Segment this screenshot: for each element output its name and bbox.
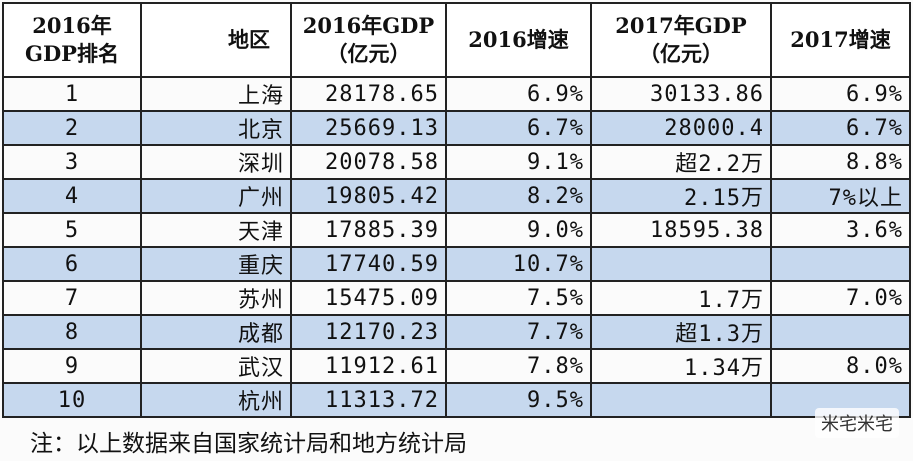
growth-2016-cell: 9.1% [445, 144, 592, 180]
gdp-2017-cell: 1.34万 [590, 348, 772, 384]
table-row: 7 苏州 15475.09 7.5% 1.7万 7.0% [2, 280, 911, 316]
growth-2017-cell [770, 314, 911, 350]
rank-cell: 4 [2, 178, 142, 214]
growth-2016-cell: 6.7% [445, 110, 592, 146]
region-cell: 苏州 [140, 280, 292, 316]
header-line: 2017增速 [790, 27, 891, 52]
growth-2017-cell: 7%以上 [770, 178, 911, 214]
table-row: 8 成都 12170.23 7.7% 超1.3万 [2, 314, 911, 350]
gdp-2017-cell: 超1.3万 [590, 314, 772, 350]
growth-2016-cell: 10.7% [445, 246, 592, 282]
column-header: 2016年GDP （亿元） [290, 2, 447, 78]
growth-2017-cell [770, 246, 911, 282]
header-line: （亿元） [639, 41, 723, 66]
region-cell: 北京 [140, 110, 292, 146]
region-cell: 天津 [140, 212, 292, 248]
region-cell: 深圳 [140, 144, 292, 180]
growth-2016-cell: 7.5% [445, 280, 592, 316]
footnote: 注：以上数据来自国家统计局和地方统计局 [30, 431, 467, 457]
growth-2017-cell: 8.8% [770, 144, 911, 180]
region-cell: 杭州 [140, 382, 292, 418]
gdp-2017-cell [590, 382, 772, 418]
gdp-2017-cell: 超2.2万 [590, 144, 772, 180]
gdp-2016-cell: 11313.72 [290, 382, 447, 418]
growth-2016-cell: 7.7% [445, 314, 592, 350]
table-row: 1 上海 28178.65 6.9% 30133.86 6.9% [2, 76, 911, 112]
growth-2017-cell: 6.7% [770, 110, 911, 146]
column-header: 2017增速 [770, 2, 911, 78]
header-line: 地区 [228, 27, 270, 52]
rank-cell: 5 [2, 212, 142, 248]
gdp-2017-cell: 2.15万 [590, 178, 772, 214]
table-row: 10 杭州 11313.72 9.5% [2, 382, 911, 418]
table-row: 9 武汉 11912.61 7.8% 1.34万 8.0% [2, 348, 911, 384]
gdp-2016-cell: 17885.39 [290, 212, 447, 248]
gdp-2016-cell: 25669.13 [290, 110, 447, 146]
table-row: 4 广州 19805.42 8.2% 2.15万 7%以上 [2, 178, 911, 214]
rank-cell: 3 [2, 144, 142, 180]
gdp-2016-cell: 19805.42 [290, 178, 447, 214]
region-cell: 成都 [140, 314, 292, 350]
column-header: 2016年 GDP排名 [2, 2, 142, 78]
gdp-2016-cell: 20078.58 [290, 144, 447, 180]
gdp-2016-cell: 17740.59 [290, 246, 447, 282]
header-line: 2016年GDP [302, 13, 435, 38]
rank-cell: 10 [2, 382, 142, 418]
growth-2017-cell: 6.9% [770, 76, 911, 112]
growth-2016-cell: 8.2% [445, 178, 592, 214]
header-line: 2016年 [32, 13, 112, 38]
rank-cell: 6 [2, 246, 142, 282]
gdp-2016-cell: 11912.61 [290, 348, 447, 384]
region-cell: 上海 [140, 76, 292, 112]
gdp-2017-cell: 28000.4 [590, 110, 772, 146]
header-row: 2016年 GDP排名 地区 2016年GDP （亿元） 2016增速 2017年GDP （亿… [2, 2, 911, 78]
table-row: 5 天津 17885.39 9.0% 18595.38 3.6% [2, 212, 911, 248]
growth-2017-cell: 8.0% [770, 348, 911, 384]
gdp-2016-cell: 28178.65 [290, 76, 447, 112]
gdp-2016-cell: 12170.23 [290, 314, 447, 350]
growth-2016-cell: 9.0% [445, 212, 592, 248]
region-cell: 广州 [140, 178, 292, 214]
header-line: 2017年GDP [615, 13, 747, 38]
growth-2016-cell: 6.9% [445, 76, 592, 112]
table-row: 6 重庆 17740.59 10.7% [2, 246, 911, 282]
rank-cell: 8 [2, 314, 142, 350]
rank-cell: 7 [2, 280, 142, 316]
header-line: GDP排名 [25, 41, 119, 66]
gdp-2017-cell [590, 246, 772, 282]
rank-cell: 1 [2, 76, 142, 112]
gdp-2017-cell: 1.7万 [590, 280, 772, 316]
column-header: 2017年GDP （亿元） [590, 2, 772, 78]
gdp-2016-cell: 15475.09 [290, 280, 447, 316]
growth-2017-cell: 3.6% [770, 212, 911, 248]
column-header: 地区 [140, 2, 292, 78]
table-row: 2 北京 25669.13 6.7% 28000.4 6.7% [2, 110, 911, 146]
rank-cell: 9 [2, 348, 142, 384]
growth-2016-cell: 7.8% [445, 348, 592, 384]
watermark: 米宅米宅 [815, 408, 899, 438]
rank-cell: 2 [2, 110, 142, 146]
header-line: 2016增速 [468, 27, 569, 52]
gdp-2017-cell: 18595.38 [590, 212, 772, 248]
growth-2016-cell: 9.5% [445, 382, 592, 418]
gdp-2017-cell: 30133.86 [590, 76, 772, 112]
region-cell: 武汉 [140, 348, 292, 384]
growth-2017-cell: 7.0% [770, 280, 911, 316]
table-body: 1 上海 28178.65 6.9% 30133.86 6.9% 2 北京 25669.13 6.… [2, 76, 911, 418]
table-row: 3 深圳 20078.58 9.1% 超2.2万 8.8% [2, 144, 911, 180]
gdp-table: 2016年 GDP排名 地区 2016年GDP （亿元） 2016增速 2017年GDP （亿… [2, 2, 911, 418]
column-header: 2016增速 [445, 2, 592, 78]
header-line: （亿元） [326, 41, 411, 66]
region-cell: 重庆 [140, 246, 292, 282]
